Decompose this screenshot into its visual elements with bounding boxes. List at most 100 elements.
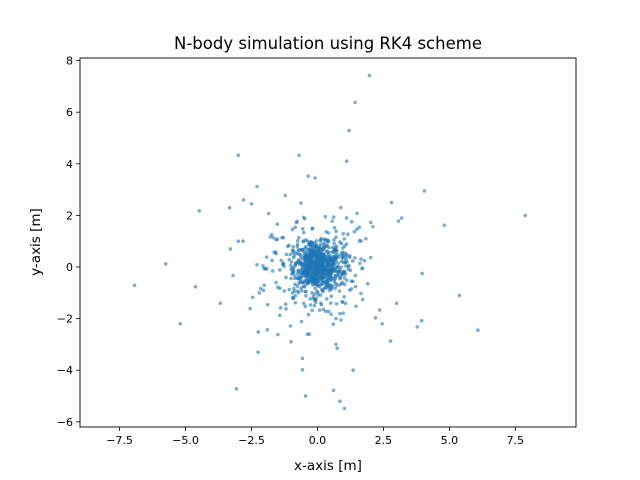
scatter-point (310, 283, 315, 287)
scatter-point (334, 269, 339, 273)
scatter-point (363, 236, 368, 241)
scatter-point (306, 174, 311, 178)
scatter-point (310, 280, 315, 284)
scatter-point (227, 205, 232, 210)
scatter-point (317, 246, 322, 250)
scatter-point (334, 316, 338, 321)
scatter-point (163, 262, 168, 266)
x-tick-label: −5.0 (172, 434, 199, 447)
scatter-point (442, 223, 447, 228)
chart-title: N-body simulation using RK4 scheme (174, 34, 482, 53)
scatter-point (301, 265, 305, 269)
scatter-point (228, 247, 233, 251)
scatter-point (295, 284, 300, 289)
scatter-point (303, 238, 308, 242)
scatter-point (306, 312, 311, 317)
scatter-point (178, 321, 183, 326)
scatter-point (310, 308, 314, 313)
scatter-point (349, 220, 354, 224)
scatter-point (343, 301, 348, 306)
scatter-point (294, 261, 298, 266)
scatter-point (355, 227, 359, 232)
scatter-point (300, 356, 305, 361)
scatter-point (351, 368, 355, 373)
scatter-point (350, 259, 355, 263)
scatter-point (323, 214, 328, 219)
scatter-point (345, 278, 349, 283)
scatter-point (193, 285, 198, 289)
scatter-point (307, 275, 312, 280)
scatter-point (394, 301, 399, 305)
scatter-point (373, 316, 378, 320)
scatter-point (249, 201, 254, 206)
scatter-point (307, 267, 311, 272)
scatter-point (327, 245, 331, 250)
scatter-point (345, 252, 349, 257)
scatter-point (310, 269, 315, 273)
scatter-point (288, 252, 293, 257)
scatter-point (261, 288, 266, 293)
scatter-point (293, 276, 297, 281)
scatter-point (297, 153, 301, 158)
scatter-point (296, 248, 301, 252)
scatter-point (295, 242, 300, 247)
scatter-point (362, 258, 367, 263)
scatter-point (312, 244, 316, 248)
scatter-point (277, 313, 282, 318)
scatter-point (326, 231, 331, 235)
scatter-point (307, 247, 312, 252)
scatter-point (334, 229, 338, 234)
scatter-point (396, 219, 401, 223)
scatter-point (341, 311, 346, 315)
scatter-point (351, 279, 355, 284)
scatter-point (291, 295, 295, 300)
scatter-point (369, 220, 373, 225)
scatter-point (367, 73, 372, 78)
scatter-point (306, 280, 310, 285)
scatter-point (332, 257, 336, 262)
scatter-point (287, 287, 292, 292)
scatter-point (332, 226, 337, 230)
scatter-point (353, 255, 357, 260)
y-tick-label: 4 (66, 158, 73, 171)
scatter-point (371, 224, 375, 229)
scatter-point (329, 294, 334, 299)
scatter-point (308, 297, 313, 301)
scatter-point (313, 176, 317, 180)
scatter-point (347, 128, 351, 133)
scatter-point (274, 280, 278, 285)
scatter-point (325, 283, 329, 288)
scatter-point (324, 249, 329, 253)
scatter-point (342, 237, 347, 241)
y-tick-label: 8 (66, 55, 73, 68)
scatter-point (255, 184, 259, 189)
scatter-point (333, 251, 337, 255)
scatter-point (312, 303, 317, 308)
scatter-point (303, 255, 307, 259)
scatter-point (234, 387, 239, 391)
scatter-point (341, 232, 346, 236)
scatter-point (303, 394, 308, 398)
scatter-point (331, 322, 336, 326)
scatter-point (323, 309, 328, 314)
scatter-point (339, 259, 344, 263)
scatter-point (422, 189, 427, 193)
scatter-point (330, 219, 335, 223)
scatter-point (265, 302, 270, 307)
x-ticks: −7.5 −5.0 −2.5 0.0 2.5 5.0 7.5 (106, 427, 524, 447)
scatter-point (317, 273, 321, 278)
scatter-point (300, 367, 305, 372)
scatter-point (299, 289, 304, 293)
scatter-point (304, 289, 308, 294)
scatter-point (241, 239, 245, 243)
y-tick-label: 0 (66, 261, 73, 274)
scatter-point (275, 222, 280, 226)
scatter-point (328, 286, 333, 290)
scatter-point (303, 304, 308, 309)
scatter-point (311, 247, 315, 252)
scatter-point (278, 268, 282, 272)
scatter-point (332, 238, 336, 242)
scatter-point (324, 297, 329, 301)
scatter-point (299, 268, 303, 272)
scatter-point (270, 269, 275, 273)
